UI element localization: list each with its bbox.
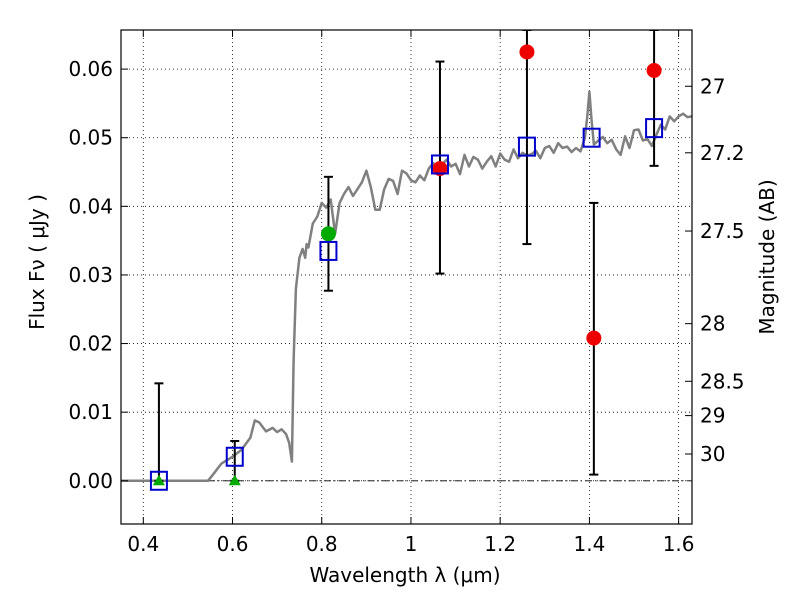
square-marker [319, 240, 338, 261]
right-tick-label: 30 [700, 442, 725, 466]
square-marker [645, 118, 664, 139]
x-tick-label: 1 [405, 532, 418, 556]
square-marker [517, 136, 536, 157]
y-tick-label: 0.04 [68, 194, 113, 218]
right-tick-label: 27.5 [700, 219, 745, 243]
y-tick-label: 0.05 [68, 126, 113, 150]
triangle-marker [228, 474, 241, 486]
x-tick-label: 0.4 [127, 532, 159, 556]
square-marker [582, 127, 601, 148]
y-axis-label: Flux Fν ( μJy ) [25, 194, 49, 330]
right-axis-label: Magnitude (AB) [755, 179, 779, 334]
triangle-marker [152, 474, 165, 486]
right-tick-label: 28 [700, 312, 725, 336]
square-marker [149, 470, 168, 491]
circle-marker [519, 44, 535, 60]
y-tick-label: 0.01 [68, 400, 113, 424]
right-tick-label: 29 [700, 404, 725, 428]
right-tick-label: 27 [700, 74, 725, 98]
axis-ticks: 0.4 0.6 0.8 1 1.2 1.4 1.6 0.00 0.01 0.02 0.03 0.04 0… [68, 30, 745, 556]
square-marker [225, 446, 244, 467]
x-tick-label: 0.8 [306, 532, 338, 556]
right-tick-label: 28.5 [700, 369, 745, 393]
x-tick-label: 1.4 [573, 532, 605, 556]
y-tick-label: 0.06 [68, 57, 113, 81]
x-tick-label: 1.2 [484, 532, 516, 556]
y-tick-label: 0.03 [68, 263, 113, 287]
square-marker [430, 154, 449, 175]
x-tick-label: 0.6 [217, 532, 249, 556]
plot-frame [120, 29, 693, 525]
circle-marker [646, 62, 662, 78]
circle-marker [320, 226, 336, 242]
x-tick-label: 1.6 [663, 532, 695, 556]
y-tick-label: 0.00 [68, 469, 113, 493]
data-points [149, 44, 664, 491]
y-tick-label: 0.02 [68, 332, 113, 356]
circle-marker [586, 330, 602, 346]
x-axis-label: Wavelength λ (μm) [309, 563, 500, 587]
right-tick-label: 27.2 [700, 141, 745, 165]
circle-marker [432, 161, 448, 177]
